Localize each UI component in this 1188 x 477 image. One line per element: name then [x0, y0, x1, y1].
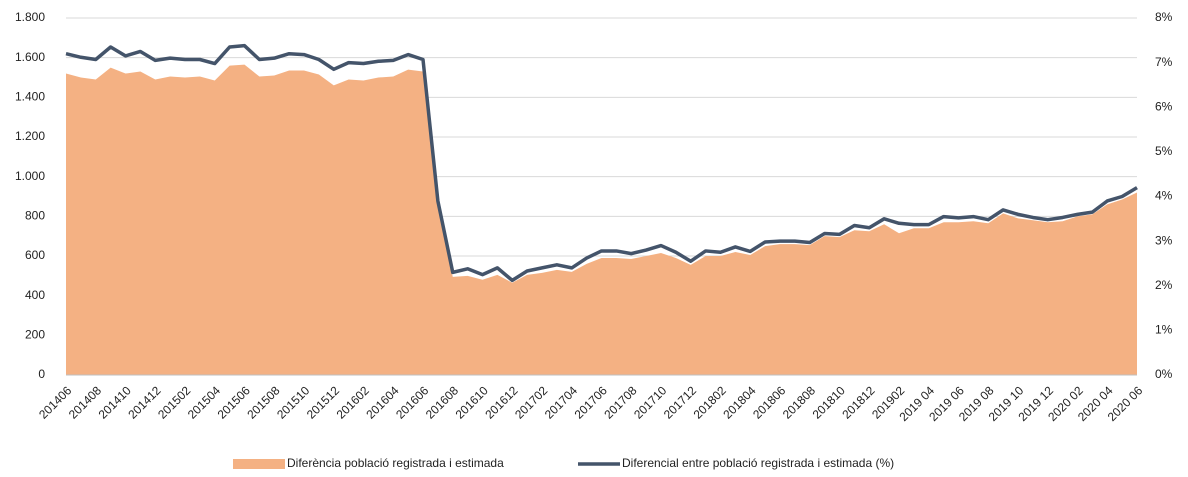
legend-swatch	[233, 459, 285, 469]
y-tick-label: 1.200	[15, 129, 45, 143]
y-tick-label: 1.800	[15, 10, 45, 24]
y-tick-label: 1.000	[15, 169, 45, 183]
area	[66, 64, 1137, 375]
y-tick-label: 600	[25, 248, 45, 262]
y2-tick-label: 4%	[1155, 189, 1173, 203]
y2-tick-label: 2%	[1155, 278, 1173, 292]
y-tick-label: 400	[25, 288, 45, 302]
y2-tick-label: 7%	[1155, 55, 1173, 69]
y-tick-label: 1.600	[15, 50, 45, 64]
y2-tick-label: 5%	[1155, 144, 1173, 158]
y-tick-label: 1.400	[15, 90, 45, 104]
legend-label: Diferencial entre població registrada i …	[622, 456, 894, 470]
y-tick-label: 200	[25, 328, 45, 342]
line	[65, 43, 1138, 283]
y2-tick-label: 6%	[1155, 99, 1173, 113]
y2-tick-label: 0%	[1155, 367, 1173, 381]
y-tick-label: 800	[25, 209, 45, 223]
y-tick-label: 0	[38, 367, 45, 381]
y2-tick-label: 3%	[1155, 233, 1173, 247]
legend-label: Diferència població registrada i estimad…	[287, 456, 504, 470]
y2-tick-label: 1%	[1155, 323, 1173, 337]
y2-tick-label: 8%	[1155, 10, 1173, 24]
